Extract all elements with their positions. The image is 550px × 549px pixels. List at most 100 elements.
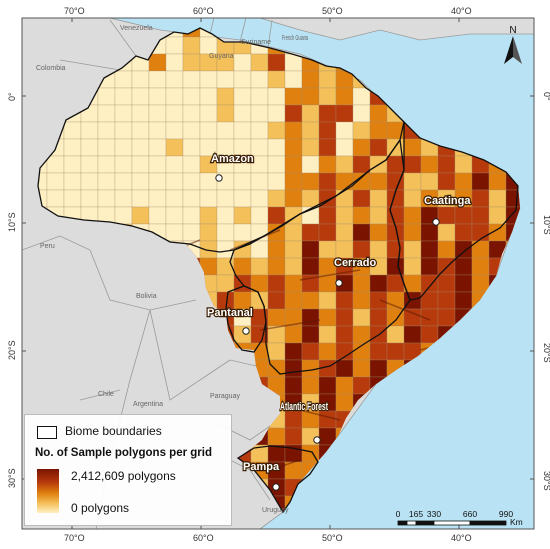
grid-cell	[63, 121, 82, 140]
grid-cell	[250, 104, 269, 123]
grid-cell	[301, 257, 320, 276]
grid-cell	[318, 138, 337, 157]
country-chile: Chile	[98, 391, 114, 398]
grid-cell	[369, 206, 388, 225]
right-tick-0: 0°	[542, 92, 550, 101]
grid-cell	[369, 342, 388, 361]
grid-cell	[471, 274, 490, 293]
grid-cell	[97, 104, 116, 123]
grid-cell	[301, 172, 320, 191]
grid-cell	[301, 70, 320, 89]
grid-cell	[301, 104, 320, 123]
grid-cell	[386, 155, 405, 174]
scale-tick-0: 0	[396, 509, 401, 519]
country-colombia: Colombia	[36, 65, 66, 72]
grid-cell	[284, 172, 303, 191]
grid-cell	[284, 87, 303, 106]
grid-cell	[318, 223, 337, 242]
grid-cell	[182, 172, 201, 191]
scale-tick-330: 330	[427, 509, 441, 519]
grid-cell	[335, 325, 354, 344]
top-tick-40: 40°O	[451, 6, 472, 16]
grid-cell	[216, 274, 235, 293]
grid-cell	[46, 172, 65, 191]
grid-cell	[165, 172, 184, 191]
grid-cell	[369, 359, 388, 378]
grid-cell	[233, 189, 252, 208]
biome-markers	[215, 174, 440, 491]
grid-cell	[165, 206, 184, 225]
grid-cell	[284, 410, 303, 429]
grid-cell	[267, 257, 286, 276]
grid-cell	[301, 240, 320, 259]
grid-cell	[233, 87, 252, 106]
grid-cell	[165, 121, 184, 140]
grid-cell	[233, 121, 252, 140]
north-arrow: N	[500, 24, 526, 68]
grid-cell	[63, 138, 82, 157]
grid-cell	[301, 87, 320, 106]
grid-cell	[301, 325, 320, 344]
grid-cell	[386, 240, 405, 259]
grid-cell	[233, 223, 252, 242]
grid-cell	[471, 257, 490, 276]
grid-cell	[318, 376, 337, 395]
grid-cell	[335, 240, 354, 259]
bottom-tick-40: 40°O	[451, 533, 472, 543]
grid-cell	[420, 155, 439, 174]
grid-cell	[131, 121, 150, 140]
grid-cell	[148, 104, 167, 123]
grid-cell	[267, 87, 286, 106]
grid-cell	[420, 274, 439, 293]
grid-cell	[267, 240, 286, 259]
grid-cell	[403, 325, 422, 344]
grid-cell	[267, 53, 286, 72]
grid-cell	[335, 393, 354, 412]
grid-cell	[318, 172, 337, 191]
grid-cell	[250, 70, 269, 89]
grid-cell	[454, 172, 473, 191]
grid-cell	[301, 189, 320, 208]
grid-cell	[267, 70, 286, 89]
grid-cell	[301, 308, 320, 327]
grid-cell	[403, 206, 422, 225]
grid-cell	[352, 325, 371, 344]
legend-title: No. of Sample polygons per grid	[35, 447, 212, 459]
grid-cell	[437, 240, 456, 259]
grid-cell	[352, 138, 371, 157]
grid-cell	[454, 206, 473, 225]
grid-cell	[352, 223, 371, 242]
grid-cell	[352, 155, 371, 174]
grid-cell	[250, 257, 269, 276]
grid-cell	[267, 291, 286, 310]
top-tick-60: 60°O	[193, 6, 214, 16]
grid-cell	[199, 240, 218, 259]
grid-cell	[352, 206, 371, 225]
grid-cell	[335, 121, 354, 140]
grid-cell	[352, 189, 371, 208]
grid-cell	[352, 376, 371, 395]
country-venezuela: Venezuela	[120, 25, 153, 32]
grid-cell	[437, 172, 456, 191]
grid-cell	[284, 325, 303, 344]
grid-cell	[284, 240, 303, 259]
left-tick-10s: 10°S	[7, 212, 17, 232]
left-tick-30s: 30°S	[7, 468, 17, 488]
grid-cell	[335, 291, 354, 310]
country-bolivia: Bolivia	[136, 293, 157, 300]
grid-cell	[148, 87, 167, 106]
grid-cell	[182, 121, 201, 140]
pampa-boundary	[236, 445, 319, 514]
grid-cell	[80, 155, 99, 174]
grid-cell	[165, 138, 184, 157]
legend-min-label: 0 polygons	[71, 501, 130, 515]
top-tick-50: 50°O	[322, 6, 343, 16]
caatinga-marker	[432, 218, 440, 226]
grid-cell	[437, 206, 456, 225]
grid-cell	[301, 155, 320, 174]
grid-cell	[318, 155, 337, 174]
grid-cell	[267, 104, 286, 123]
grid-cell	[352, 291, 371, 310]
grid-cell	[437, 257, 456, 276]
scale-tick-990: 990	[499, 509, 513, 519]
